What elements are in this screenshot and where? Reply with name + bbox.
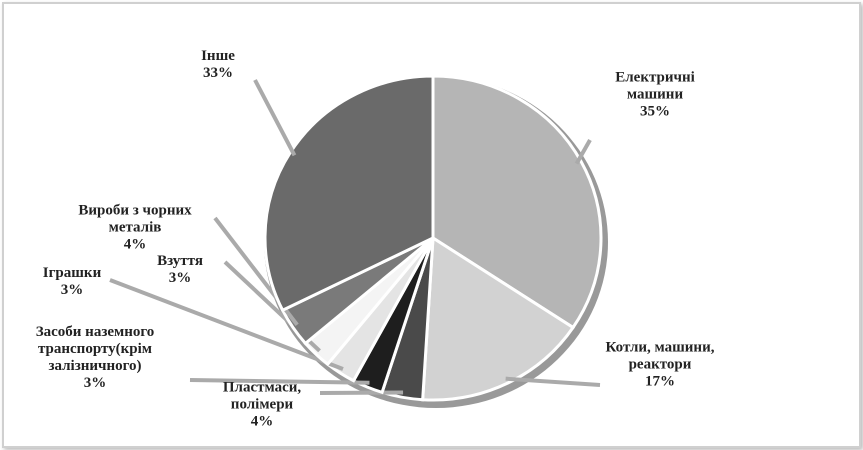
category-name: Засоби наземного транспорту(крім залізни… bbox=[35, 324, 155, 374]
category-name: Електричні машини bbox=[615, 69, 695, 103]
pie-slice bbox=[421, 235, 576, 402]
slice-label: Вироби з чорних металів 4% bbox=[55, 203, 215, 254]
category-name: Пластмаси, полімери bbox=[222, 379, 302, 413]
leader-line bbox=[319, 390, 404, 395]
slice-label: Електричні машини 35% bbox=[595, 70, 715, 121]
slice-label: Іграшки 3% bbox=[32, 265, 112, 299]
category-name: Взуття bbox=[157, 253, 203, 269]
category-name: Іграшки bbox=[42, 265, 102, 281]
leader-line bbox=[109, 278, 344, 371]
slice-label: Котли, машини, реактори 17% bbox=[600, 340, 720, 391]
slice-label: Засоби наземного транспорту(крім залізни… bbox=[0, 324, 190, 392]
category-name: Котли, машини, реактори bbox=[605, 339, 715, 373]
slice-label: Взуття 3% bbox=[145, 253, 215, 287]
leader-line bbox=[253, 79, 297, 157]
pie-slice bbox=[263, 74, 435, 313]
value-label: 35% bbox=[640, 103, 670, 120]
value-label: 33% bbox=[203, 65, 233, 81]
leader-line bbox=[189, 378, 370, 385]
category-name: Вироби з чорних металів bbox=[78, 202, 192, 236]
slice-label: Інше 33% bbox=[178, 48, 258, 82]
value-label: 4% bbox=[250, 413, 274, 430]
leader-line bbox=[574, 139, 592, 165]
leader-line bbox=[505, 376, 601, 387]
value-label: 4% bbox=[123, 236, 147, 253]
value-label: 3% bbox=[168, 270, 192, 286]
value-label: 3% bbox=[83, 375, 107, 391]
slice-label: Пластмаси, полімери 4% bbox=[202, 380, 322, 431]
category-name: Інше bbox=[201, 48, 235, 64]
value-label: 3% bbox=[60, 282, 84, 298]
value-label: 17% bbox=[645, 373, 675, 390]
